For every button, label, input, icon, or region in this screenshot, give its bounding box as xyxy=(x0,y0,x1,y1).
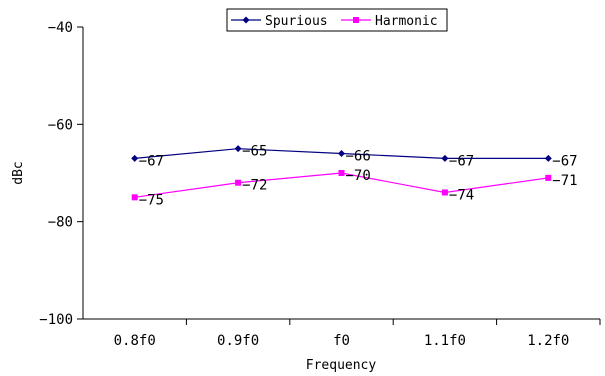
data-label-spurious: −67 xyxy=(139,153,164,169)
data-point-harmonic xyxy=(441,189,448,196)
data-point-spurious xyxy=(338,150,345,158)
x-tick-label: 1.2f0 xyxy=(527,333,569,349)
data-label-harmonic: −75 xyxy=(139,192,164,208)
x-tick-label: 0.8f0 xyxy=(114,333,156,349)
data-point-spurious xyxy=(441,154,449,162)
data-label-spurious: −66 xyxy=(346,149,371,165)
x-axis-title: Frequency xyxy=(306,358,377,373)
data-label-harmonic: −71 xyxy=(552,173,577,189)
x-tick-label: 1.1f0 xyxy=(424,333,466,349)
legend-label-spurious: Spurious xyxy=(265,14,328,29)
legend: Spurious Harmonic xyxy=(226,8,448,32)
legend-item-harmonic: Harmonic xyxy=(341,14,438,29)
data-point-spurious xyxy=(544,154,552,162)
data-point-spurious xyxy=(131,154,139,162)
data-point-harmonic xyxy=(545,174,552,181)
y-axis-ticks: −40 −60 −80 −100 xyxy=(39,20,83,328)
data-label-spurious: −67 xyxy=(449,153,474,169)
data-label-spurious: −65 xyxy=(242,144,267,160)
legend-item-spurious: Spurious xyxy=(231,14,328,29)
y-tick-label: −100 xyxy=(39,312,73,328)
y-tick-label: −40 xyxy=(48,20,73,36)
legend-box xyxy=(226,8,448,32)
x-tick-label: f0 xyxy=(333,333,350,349)
x-tick-label: 0.9f0 xyxy=(217,333,259,349)
data-labels: −67 −65 −66 −67 −67 −75 −72 −70 −74 −71 xyxy=(139,144,578,209)
y-axis-title: dBc xyxy=(11,161,26,184)
y-tick-label: −60 xyxy=(48,117,73,133)
square-marker-icon xyxy=(353,17,359,23)
data-label-harmonic: −72 xyxy=(242,178,267,194)
x-axis-ticks: 0.8f0 0.9f0 f0 1.1f0 1.2f0 xyxy=(114,319,601,349)
data-label-harmonic: −74 xyxy=(449,187,474,203)
legend-label-harmonic: Harmonic xyxy=(375,14,438,29)
data-point-harmonic xyxy=(338,170,345,176)
data-point-harmonic xyxy=(235,179,242,186)
data-label-spurious: −67 xyxy=(552,153,577,169)
diamond-marker-icon xyxy=(242,16,250,24)
data-point-harmonic xyxy=(131,194,138,201)
data-label-harmonic: −70 xyxy=(346,168,371,184)
series-layer xyxy=(131,145,552,201)
y-tick-label: −80 xyxy=(48,215,73,231)
data-point-spurious xyxy=(234,145,242,153)
